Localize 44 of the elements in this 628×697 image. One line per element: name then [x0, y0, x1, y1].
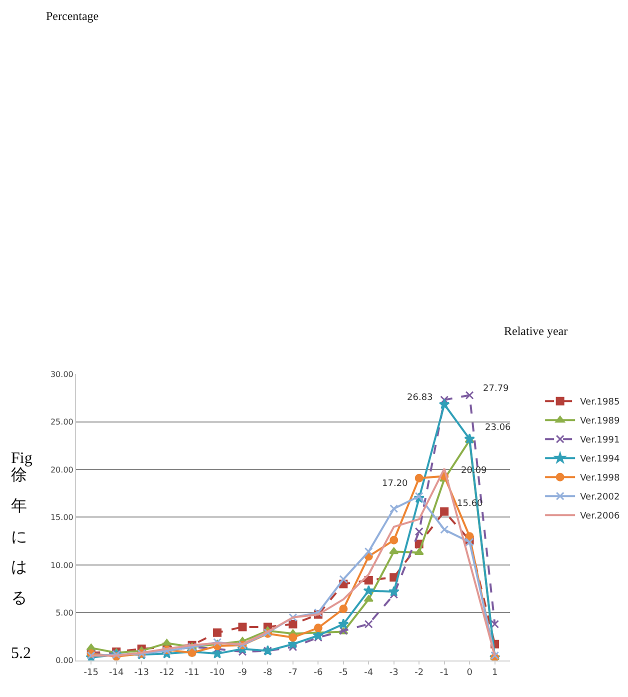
x-tick-label: -8: [263, 668, 272, 678]
annotation: 17.20: [382, 479, 408, 489]
y-tick-label: 15.00: [50, 513, 74, 522]
x-tick-label: -2: [414, 668, 424, 678]
x-tick-label: -5: [338, 668, 348, 678]
annotation: 23.06: [485, 423, 512, 433]
x-tick-label: -4: [364, 668, 374, 678]
x-tick-label: -9: [238, 668, 248, 678]
x-tick-label: -11: [184, 668, 200, 678]
x-tick-label: -1: [440, 668, 449, 678]
y-tick-label: 30.00: [50, 370, 74, 379]
y-tick-label: 0.00: [56, 656, 74, 666]
x-tick-label: -13: [134, 668, 149, 678]
x-tick-label: 1: [492, 668, 498, 678]
legend-label: Ver.2002: [580, 492, 620, 503]
legend-label: Ver.1991: [580, 436, 620, 446]
text: は: [11, 559, 27, 576]
legend-label: Ver.1998: [580, 474, 620, 484]
y-tick-label: 10.00: [50, 560, 74, 570]
text: 5.2: [11, 645, 31, 662]
x-tick-label: -6: [314, 668, 323, 678]
x-tick-label: -14: [109, 668, 124, 678]
text: Percentage: [46, 9, 99, 23]
annotation: 27.79: [483, 384, 510, 394]
text: に: [11, 529, 27, 546]
x-tick-label: -3: [389, 668, 398, 678]
y-tick-label: 25.00: [50, 418, 74, 427]
text: る: [11, 590, 27, 607]
text: 徐: [11, 467, 27, 484]
x-tick-label: -10: [210, 668, 225, 678]
annotation: 26.83: [407, 393, 433, 403]
text: Fig: [11, 450, 32, 467]
x-tick-label: -12: [159, 668, 174, 678]
x-tick-label: -7: [288, 668, 298, 678]
x-axis-title: Relative year: [504, 324, 568, 338]
y-tick-label: 20.00: [50, 465, 74, 474]
legend-label: Ver.1994: [580, 454, 620, 465]
text: 年: [11, 498, 27, 515]
legend-label: Ver.1985: [580, 398, 620, 408]
x-tick-label: -15: [84, 668, 98, 678]
legend-label: Ver.2006: [580, 512, 620, 522]
y-tick-label: 5.00: [56, 608, 74, 618]
x-tick-label: 0: [466, 668, 473, 678]
legend-label: Ver.1989: [580, 416, 620, 427]
